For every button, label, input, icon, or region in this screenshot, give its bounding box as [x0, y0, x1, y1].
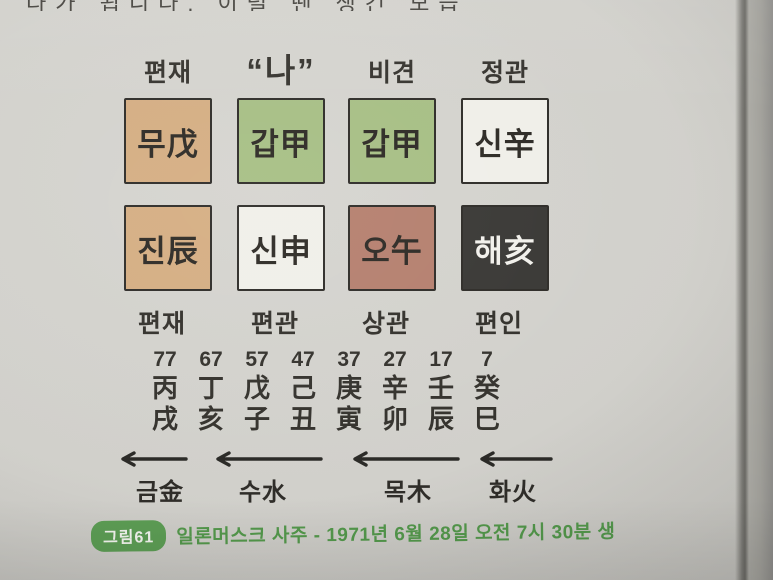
left-arrow	[213, 450, 323, 468]
luck-age: 57	[245, 348, 269, 371]
phase-label-wood: 목木	[383, 479, 433, 506]
stem-cell: 신辛	[461, 98, 549, 184]
left-arrow	[350, 450, 460, 468]
pillar-hour: 정관 신辛 해亥 편인	[461, 40, 549, 340]
luck-stem: 辛	[381, 373, 408, 403]
luck-cycle-column: 47 己 丑	[280, 346, 326, 434]
luck-cycle-column: 27 辛 卯	[372, 346, 418, 434]
luck-age: 27	[383, 348, 407, 371]
cropped-top-text: 다가 됩니다. 이럴 땐 생긴 모습	[26, 0, 716, 11]
pillar-top-label: 비견	[367, 59, 416, 87]
luck-stem: 庚	[335, 373, 362, 403]
pillar-day-self: “나” 갑甲 신申 편관	[237, 40, 325, 340]
luck-cycle-column: 17 壬 辰	[418, 346, 464, 434]
luck-branch: 子	[243, 404, 270, 434]
branch-cell: 진辰	[124, 205, 212, 291]
luck-branch: 巳	[473, 404, 500, 434]
luck-branch: 丑	[289, 404, 316, 434]
pillar-bottom-label: 상관	[361, 310, 410, 338]
stem-cell: 갑甲	[237, 98, 325, 184]
luck-stem: 壬	[427, 373, 454, 403]
pillar-bottom-label: 편재	[137, 310, 186, 338]
luck-age: 47	[291, 348, 315, 371]
left-arrow	[118, 450, 188, 468]
figure-caption-text: 일론머스크 사주 - 1971년 6월 28일 오전 7시 30분 생	[176, 521, 616, 548]
figure-caption: 그림61 일론머스크 사주 - 1971년 6월 28일 오전 7시 30분 생	[90, 515, 616, 552]
luck-stem: 己	[289, 373, 316, 403]
luck-cycle-table: 77 丙 戌 67 丁 亥 57 戊 子 47 己 丑 37 庚 寅 27 辛 …	[142, 346, 510, 434]
phase-label-water: 수水	[238, 479, 288, 506]
book-page-edge	[735, 0, 773, 580]
luck-branch: 戌	[151, 404, 178, 434]
left-arrow-icon	[480, 451, 553, 467]
pillar-top-label: 정관	[480, 59, 529, 87]
stem-cell: 갑甲	[348, 98, 436, 184]
luck-cycle-column: 67 丁 亥	[188, 346, 234, 434]
cropped-top-text-line: 다가 됩니다. 이럴 땐 생긴 모습	[26, 0, 716, 11]
luck-branch: 寅	[335, 404, 362, 434]
luck-branch: 辰	[427, 404, 454, 434]
pillar-top-label: 편재	[143, 59, 192, 87]
luck-age: 37	[337, 348, 361, 371]
luck-cycle-column: 57 戊 子	[234, 346, 280, 434]
pillar-year: 편재 무戊 진辰 편재	[124, 40, 212, 340]
luck-branch: 亥	[197, 404, 224, 434]
luck-cycle-column: 77 丙 戌	[142, 346, 188, 434]
luck-branch: 卯	[381, 404, 408, 434]
left-arrow-icon	[216, 451, 323, 467]
branch-cell: 오午	[348, 205, 436, 291]
luck-age: 67	[199, 348, 223, 371]
luck-age: 17	[429, 348, 453, 371]
luck-stem: 丁	[197, 373, 224, 403]
luck-cycle-column: 7 癸 巳	[464, 346, 510, 434]
phase-label-metal: 금金	[135, 479, 185, 506]
luck-age: 77	[153, 348, 177, 371]
luck-stem: 戊	[243, 373, 270, 403]
luck-cycle-column: 37 庚 寅	[326, 346, 372, 434]
pillar-month: 비견 갑甲 오午 상관	[348, 40, 436, 340]
luck-stem: 癸	[473, 373, 500, 403]
phase-label-fire: 화火	[488, 479, 538, 506]
luck-stem: 丙	[151, 373, 178, 403]
luck-age: 7	[481, 348, 493, 371]
pillar-bottom-label: 편관	[250, 310, 299, 338]
figure-number-badge: 그림61	[90, 520, 167, 552]
left-arrow-icon	[353, 451, 460, 467]
branch-cell: 신申	[237, 205, 325, 291]
pillar-bottom-label: 편인	[474, 310, 523, 338]
left-arrow	[477, 450, 553, 468]
stem-cell: 무戊	[124, 98, 212, 184]
pillar-top-label-self: “나”	[246, 52, 316, 89]
branch-cell: 해亥	[461, 205, 549, 291]
left-arrow-icon	[121, 451, 188, 467]
